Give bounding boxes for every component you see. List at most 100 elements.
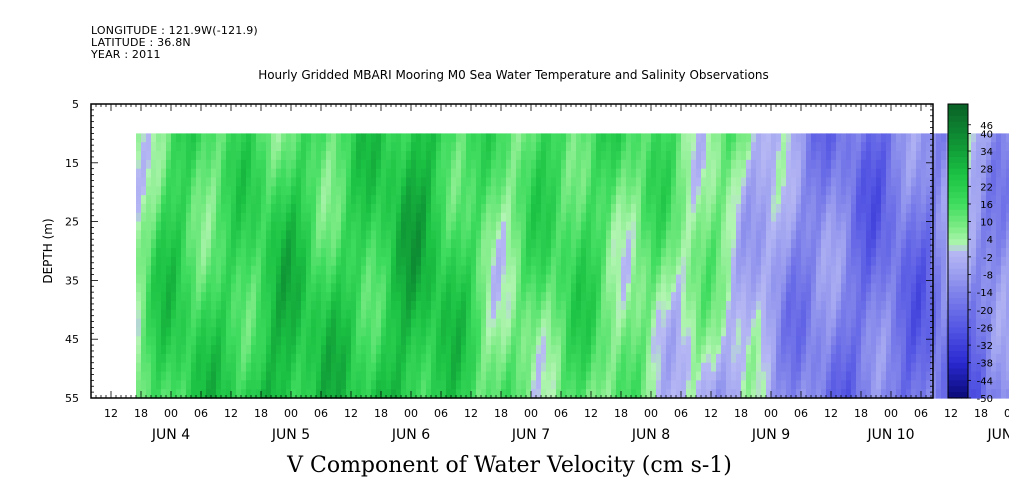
heat-cell (226, 186, 232, 196)
heat-cell (151, 151, 157, 161)
heat-cell (326, 309, 332, 320)
heat-cell (631, 380, 637, 390)
heat-cell (261, 336, 267, 346)
heat-cell (431, 177, 437, 187)
heat-cell (811, 274, 817, 284)
heat-cell (696, 300, 702, 311)
heat-cell (296, 133, 302, 143)
heat-cell (626, 300, 632, 311)
heat-cell (641, 336, 647, 346)
heat-cell (281, 327, 287, 337)
heat-cell (626, 362, 632, 373)
heat-cell (706, 133, 712, 143)
heat-cell (541, 186, 547, 196)
heat-cell (201, 353, 207, 364)
heat-cell (491, 177, 497, 187)
heat-cell (751, 248, 757, 258)
heat-cell (861, 389, 867, 399)
heat-cell (411, 186, 417, 196)
heat-cell (451, 274, 457, 284)
heat-cell (161, 389, 167, 399)
heat-cell (611, 353, 617, 364)
heat-cell (861, 186, 867, 196)
heat-cell (921, 177, 927, 187)
heat-cell (276, 353, 282, 364)
heat-cell (701, 283, 707, 293)
heat-cell (206, 168, 212, 179)
heat-cell (456, 159, 462, 170)
heat-cell (516, 371, 522, 381)
heat-cell (611, 151, 617, 161)
heat-cell (571, 142, 577, 152)
heat-cell (341, 239, 347, 249)
heat-cell (551, 168, 557, 179)
heat-cell (316, 248, 322, 258)
heat-cell (831, 389, 837, 399)
heat-cell (686, 327, 692, 337)
heat-cell (281, 283, 287, 293)
heat-cell (621, 353, 627, 364)
heat-cell (216, 212, 222, 223)
heat-cell (626, 221, 632, 232)
heat-cell (176, 318, 182, 329)
heat-cell (931, 151, 937, 161)
heat-cell (271, 274, 277, 284)
heat-cell (176, 283, 182, 293)
heat-cell (581, 195, 587, 205)
heat-cell (346, 159, 352, 170)
heat-cell (641, 371, 647, 381)
heat-cell (886, 239, 892, 249)
heat-cell (251, 212, 257, 223)
heat-cell (631, 345, 637, 355)
heat-cell (626, 327, 632, 337)
heat-cell (626, 336, 632, 346)
heat-cell (321, 353, 327, 364)
heat-cell (221, 256, 227, 267)
heat-cell (876, 221, 882, 232)
heat-cell (296, 274, 302, 284)
heat-cell (811, 309, 817, 320)
heat-cell (586, 186, 592, 196)
heat-cell (251, 230, 257, 240)
heat-cell (236, 345, 242, 355)
heat-cell (751, 177, 757, 187)
heat-cell (341, 177, 347, 187)
heat-cell (821, 195, 827, 205)
heat-cell (386, 142, 392, 152)
heat-cell (646, 168, 652, 179)
heat-cell (321, 248, 327, 258)
heat-cell (441, 151, 447, 161)
heat-cell (186, 256, 192, 267)
heat-cell (296, 256, 302, 267)
heat-cell (786, 221, 792, 232)
heat-cell (176, 300, 182, 311)
heat-cell (181, 265, 187, 276)
heat-cell (921, 327, 927, 337)
heat-cell (731, 353, 737, 364)
heat-cell (351, 309, 357, 320)
heat-cell (506, 195, 512, 205)
heat-cell (501, 380, 507, 390)
heat-cell (156, 212, 162, 223)
heat-cell (696, 265, 702, 276)
heat-cell (276, 239, 282, 249)
heat-cell (211, 389, 217, 399)
heat-cell (751, 336, 757, 346)
heat-cell (686, 353, 692, 364)
longitude-label: LONGITUDE : 121.9W(-121.9) (91, 24, 258, 37)
heat-cell (696, 362, 702, 373)
heat-cell (581, 345, 587, 355)
heat-cell (546, 362, 552, 373)
heat-cell (431, 151, 437, 161)
heat-cell (851, 256, 857, 267)
heat-cell (786, 203, 792, 214)
chart-title: Hourly Gridded MBARI Mooring M0 Sea Wate… (258, 68, 769, 82)
heat-cell (366, 221, 372, 232)
heat-cell (146, 371, 152, 381)
heat-cell (806, 177, 812, 187)
heat-cell (491, 203, 497, 214)
heat-cell (546, 186, 552, 196)
heat-cell (536, 318, 542, 329)
heat-cell (761, 203, 767, 214)
heat-cell (621, 336, 627, 346)
